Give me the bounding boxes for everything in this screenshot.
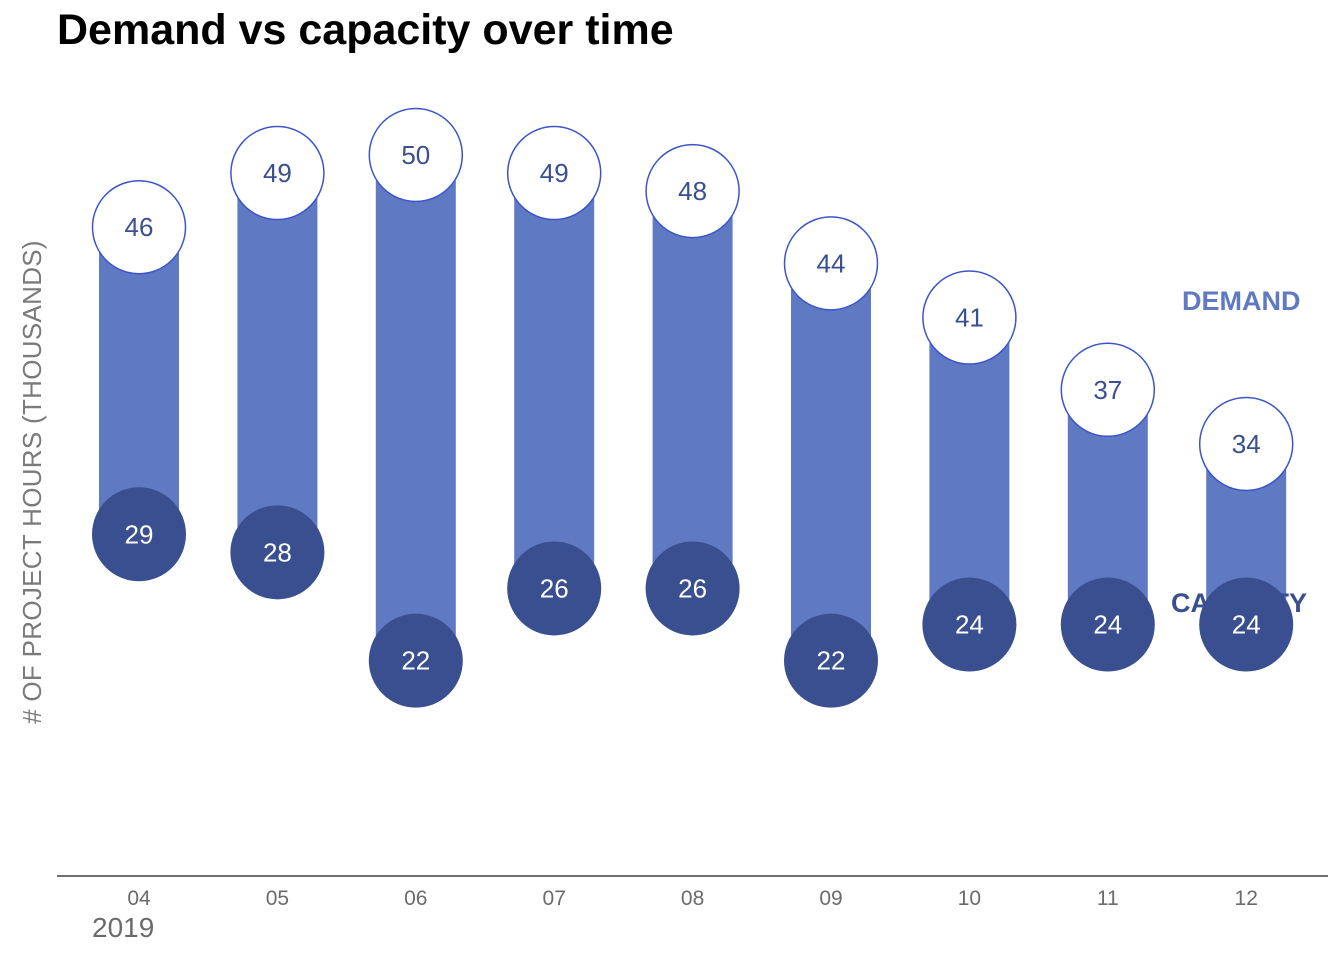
demand-marker: [230, 125, 325, 221]
x-tick-label: 12: [1235, 887, 1258, 910]
capacity-marker: [922, 577, 1017, 672]
demand-value-label: 34: [1232, 429, 1261, 459]
demand-value-label: 49: [540, 158, 569, 188]
x-axis-year-label: 2019: [92, 912, 155, 943]
capacity-marker: [368, 613, 463, 708]
demand-value-label: 37: [1093, 375, 1122, 405]
x-tick-label: 11: [1097, 887, 1119, 910]
demand-value-label: 50: [401, 140, 430, 170]
demand-marker: [922, 270, 1017, 365]
range-bar: [791, 263, 871, 661]
legend-demand: DEMAND: [1182, 286, 1301, 316]
capacity-value-label: 22: [817, 646, 846, 676]
capacity-value-label: 24: [1093, 610, 1122, 640]
value-markers: 29 46 28 49 22 50 26 49 26 48 22 44 24 41 24 37 24 34: [91, 107, 1294, 708]
capacity-marker: [1060, 577, 1155, 672]
capacity-value-label: 24: [955, 610, 984, 640]
range-bar: [514, 173, 595, 589]
capacity-value-label: 28: [263, 537, 292, 567]
capacity-value-label: 26: [678, 573, 707, 603]
demand-value-label: 41: [955, 303, 984, 333]
x-axis-ticks: 04 05 06 07 08 09 10 11 12: [127, 887, 1258, 910]
capacity-marker: [784, 613, 878, 708]
capacity-marker: [1199, 577, 1294, 672]
x-tick-label: 08: [681, 887, 704, 910]
demand-value-label: 44: [817, 248, 846, 278]
x-tick-label: 06: [404, 887, 427, 910]
demand-value-label: 49: [263, 158, 292, 188]
range-bar: [375, 155, 456, 661]
x-tick-label: 04: [127, 887, 151, 910]
demand-marker: [91, 179, 187, 275]
range-bar: [237, 173, 318, 553]
demand-marker: [1060, 342, 1156, 438]
capacity-marker: [507, 541, 602, 636]
x-tick-label: 09: [819, 887, 842, 910]
demand-marker: [368, 107, 464, 203]
capacity-marker: [230, 505, 325, 600]
demand-marker: [1198, 396, 1294, 492]
demand-marker: [645, 143, 740, 239]
capacity-value-label: 26: [540, 573, 569, 603]
range-bars: [99, 155, 1287, 661]
legend-capacity: CAPACITY: [1171, 588, 1308, 618]
capacity-marker: [645, 541, 740, 636]
range-bar: [652, 191, 733, 589]
capacity-value-label: 24: [1232, 610, 1261, 640]
x-tick-label: 10: [958, 887, 981, 910]
demand-marker: [783, 216, 879, 311]
x-tick-label: 07: [543, 887, 566, 910]
capacity-marker: [92, 487, 186, 582]
capacity-value-label: 22: [401, 646, 430, 676]
range-bar: [99, 227, 179, 535]
range-bar: [929, 317, 1010, 625]
capacity-value-label: 29: [125, 519, 154, 549]
demand-value-label: 46: [125, 212, 154, 242]
demand-marker: [506, 125, 602, 221]
x-tick-label: 05: [266, 887, 289, 910]
demand-value-label: 48: [678, 176, 707, 206]
chart-title: Demand vs capacity over time: [57, 6, 674, 54]
